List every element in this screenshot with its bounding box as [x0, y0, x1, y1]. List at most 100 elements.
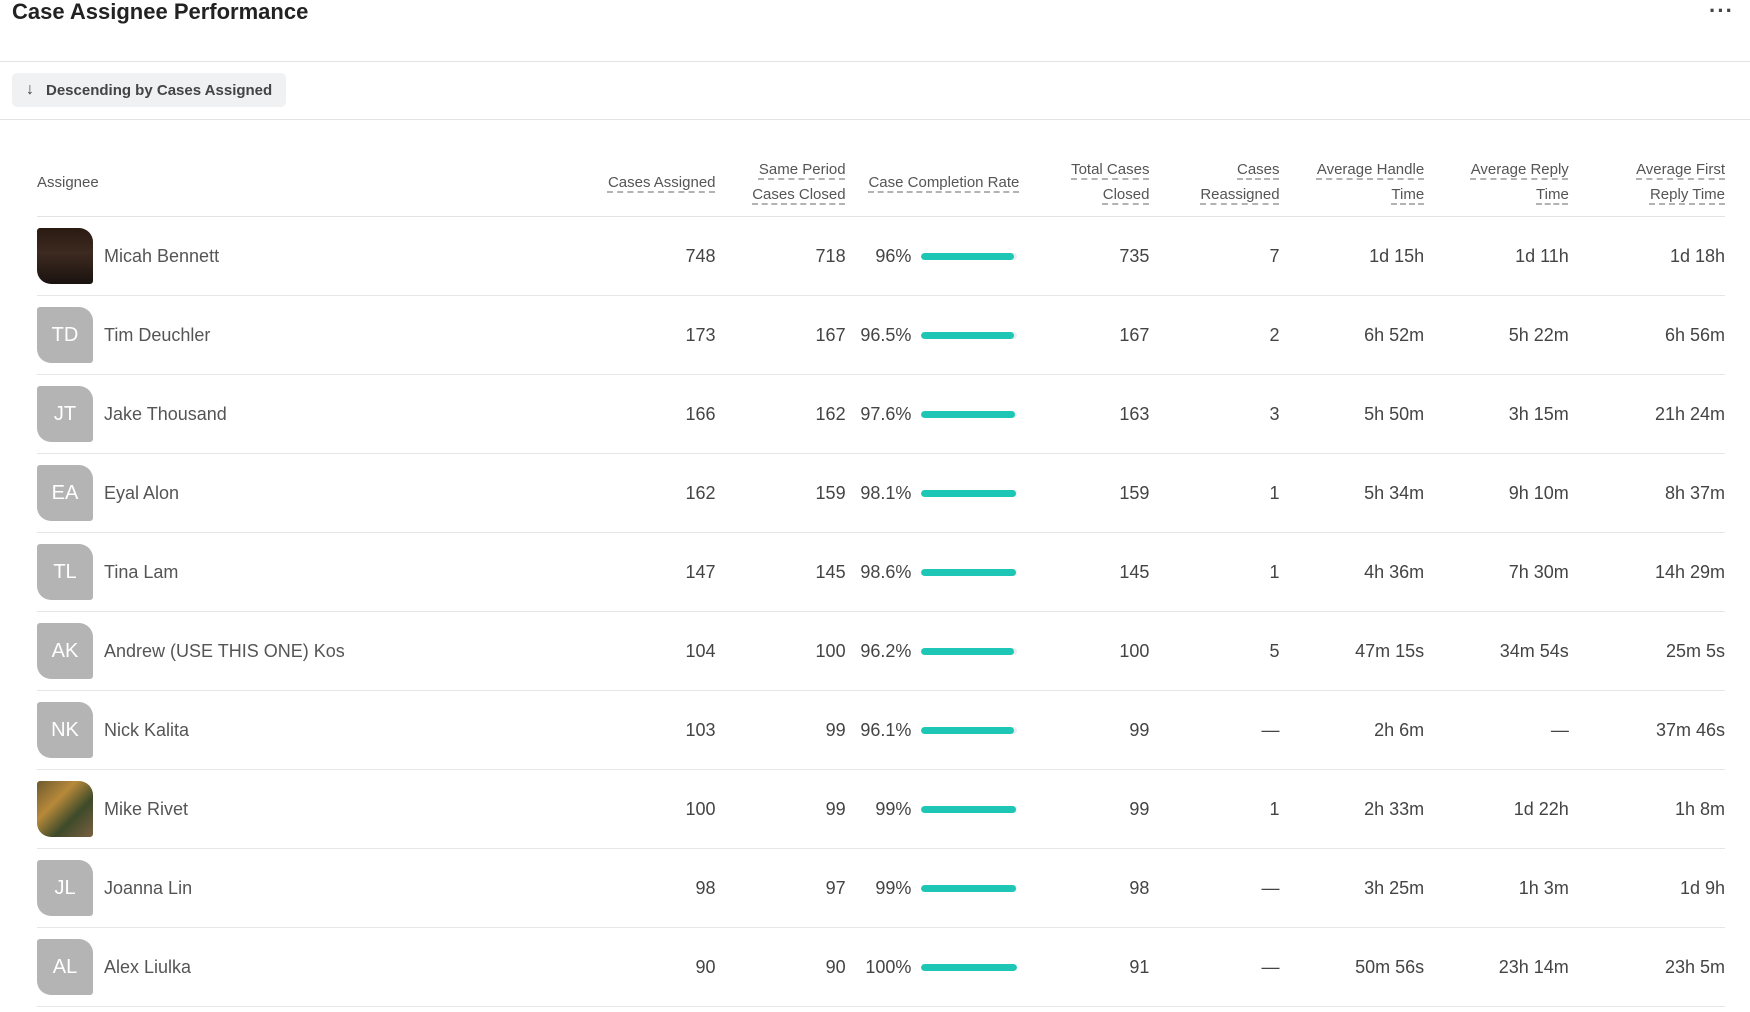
first-reply-time-value: 21h 24m: [1568, 374, 1725, 454]
avatar: [37, 228, 93, 284]
reassigned-value: —: [1149, 690, 1280, 770]
page-header: Case Assignee Performance ···: [0, 0, 1750, 62]
cases-assigned-value: 103: [601, 690, 716, 770]
first-reply-time-value: 25m 5s: [1568, 611, 1725, 691]
reply-time-value: 1d 22h: [1424, 769, 1569, 849]
table-row[interactable]: JT Jake Thousand 166 162 97.6% 163 3 5h 50m 3h 1…: [37, 374, 1725, 454]
cases-assigned-value: 90: [601, 927, 716, 1007]
assignee-name[interactable]: Andrew (USE THIS ONE) Kos: [104, 640, 345, 661]
column-header-reply-time[interactable]: Average Reply Time: [1424, 148, 1569, 217]
assignee-name[interactable]: Jake Thousand: [104, 403, 227, 424]
cases-assigned-value: 748: [601, 216, 716, 296]
assignee-cell: Micah Bennett: [37, 216, 602, 296]
same-period-closed-value: 90: [715, 927, 846, 1007]
table-row[interactable]: JL Joanna Lin 98 97 99% 98—3h 25m 1h 3m 1d 9h: [37, 848, 1725, 928]
first-reply-time-value: 23h 5m: [1568, 927, 1725, 1007]
table-row[interactable]: AL Alex Liulka 90 90 100% 91—50m 56s 23h 14m 23…: [37, 927, 1725, 1007]
column-header-cases-assigned[interactable]: Cases Assigned: [601, 148, 716, 217]
assignee[interactable]: JL Joanna Lin: [37, 860, 601, 916]
assignee[interactable]: JT Jake Thousand: [37, 386, 601, 442]
reassigned-value: —: [1149, 848, 1280, 928]
page-title: Case Assignee Performance: [12, 0, 309, 24]
completion-rate-bar: [921, 647, 1018, 655]
cases-assigned-value: 147: [601, 532, 716, 612]
column-header-same-period-closed[interactable]: Same Period Cases Closed: [715, 148, 846, 217]
completion-rate-cell: 97.6%: [845, 374, 1020, 454]
assignee[interactable]: AK Andrew (USE THIS ONE) Kos: [37, 623, 601, 679]
first-reply-time-value: 6h 56m: [1568, 295, 1725, 375]
handle-time-value: 47m 15s: [1279, 611, 1425, 691]
handle-time-value: 2h 33m: [1279, 769, 1425, 849]
assignee-name[interactable]: Tina Lam: [104, 561, 179, 582]
assignee-name[interactable]: Alex Liulka: [104, 956, 192, 977]
table-row[interactable]: TD Tim Deuchler 173 167 96.5% 167 2 6h 52m 5h 22…: [37, 295, 1725, 375]
assignee[interactable]: AL Alex Liulka: [37, 939, 601, 995]
completion-rate-cell: 96.2%: [845, 611, 1020, 691]
more-options-button[interactable]: ···: [1709, 0, 1734, 23]
assignee-name[interactable]: Mike Rivet: [104, 798, 189, 819]
total-closed-value: 91: [1019, 927, 1150, 1007]
completion-rate-bar-fill: [921, 647, 1014, 655]
assignee-performance-table: Assignee Cases Assigned Same Period Cases…: [37, 148, 1725, 1007]
reassigned-value: 5: [1149, 611, 1280, 691]
reassigned-value: 1: [1149, 453, 1280, 533]
avatar: AL: [37, 939, 93, 995]
cases-assigned-value: 166: [601, 374, 716, 454]
handle-time-value: 50m 56s: [1279, 927, 1425, 1007]
completion-rate-cell: 99%: [845, 769, 1020, 849]
completion-rate-value: 96.2%: [860, 640, 912, 661]
table-row[interactable]: EA Eyal Alon 162 159 98.1% 159 1 5h 34m 9h 10m 8h…: [37, 453, 1725, 533]
assignee[interactable]: TL Tina Lam: [37, 544, 601, 600]
completion-rate-bar: [921, 726, 1018, 734]
assignee-name[interactable]: Joanna Lin: [104, 877, 193, 898]
completion-rate-cell: 98.1%: [845, 453, 1020, 533]
column-header-reassigned[interactable]: Cases Reassigned: [1149, 148, 1280, 217]
column-header-handle-time[interactable]: Average Handle Time: [1279, 148, 1425, 217]
assignee[interactable]: NK Nick Kalita: [37, 702, 601, 758]
same-period-closed-value: 97: [715, 848, 846, 928]
completion-rate-bar: [921, 805, 1018, 813]
handle-time-value: 4h 36m: [1279, 532, 1425, 612]
avatar: JL: [37, 860, 93, 916]
column-header-completion-rate[interactable]: Case Completion Rate: [845, 148, 1020, 217]
assignee[interactable]: TD Tim Deuchler: [37, 307, 601, 363]
assignee-cell: TD Tim Deuchler: [37, 295, 602, 375]
sort-button[interactable]: ↓ Descending by Cases Assigned: [12, 73, 287, 107]
cases-assigned-value: 173: [601, 295, 716, 375]
assignee-name[interactable]: Nick Kalita: [104, 719, 190, 740]
sort-bar: ↓ Descending by Cases Assigned: [0, 62, 1750, 120]
assignee-name[interactable]: Micah Bennett: [104, 245, 220, 266]
completion-rate-bar-fill: [921, 805, 1017, 813]
same-period-closed-value: 99: [715, 769, 846, 849]
table-row[interactable]: NK Nick Kalita 103 99 96.1% 99—2h 6m —37m 46s: [37, 690, 1725, 770]
total-closed-value: 98: [1019, 848, 1150, 928]
reply-time-value: —: [1424, 690, 1569, 770]
avatar: NK: [37, 702, 93, 758]
assignee[interactable]: Micah Bennett: [37, 228, 601, 284]
handle-time-value: 3h 25m: [1279, 848, 1425, 928]
completion-rate-bar-fill: [921, 252, 1014, 260]
avatar: EA: [37, 465, 93, 521]
completion-rate-value: 97.6%: [860, 403, 912, 424]
column-header-total-closed[interactable]: Total Cases Closed: [1019, 148, 1150, 217]
first-reply-time-value: 14h 29m: [1568, 532, 1725, 612]
reassigned-value: 3: [1149, 374, 1280, 454]
assignee[interactable]: Mike Rivet: [37, 781, 601, 837]
completion-rate-cell: 100%: [845, 927, 1020, 1007]
table-row[interactable]: TL Tina Lam 147 145 98.6% 145 1 4h 36m 7h 30m 14h…: [37, 532, 1725, 612]
table-row[interactable]: Micah Bennett 748 718 96% 735 7 1d 15h 1d 11h 1d…: [37, 216, 1725, 296]
column-header-first-reply-time[interactable]: Average First Reply Time: [1568, 148, 1725, 217]
total-closed-value: 145: [1019, 532, 1150, 612]
assignee[interactable]: EA Eyal Alon: [37, 465, 601, 521]
total-closed-value: 99: [1019, 690, 1150, 770]
reassigned-value: 2: [1149, 295, 1280, 375]
total-closed-value: 167: [1019, 295, 1150, 375]
assignee-name[interactable]: Eyal Alon: [104, 482, 180, 503]
reassigned-value: —: [1149, 927, 1280, 1007]
assignee-name[interactable]: Tim Deuchler: [104, 324, 211, 345]
table-row[interactable]: Mike Rivet 100 99 99% 99 1 2h 33m 1d 22h 1h 8m: [37, 769, 1725, 849]
cases-assigned-value: 162: [601, 453, 716, 533]
table-row[interactable]: AK Andrew (USE THIS ONE) Kos 104 100 96.2% 10…: [37, 611, 1725, 691]
avatar: AK: [37, 623, 93, 679]
assignee-cell: JL Joanna Lin: [37, 848, 602, 928]
